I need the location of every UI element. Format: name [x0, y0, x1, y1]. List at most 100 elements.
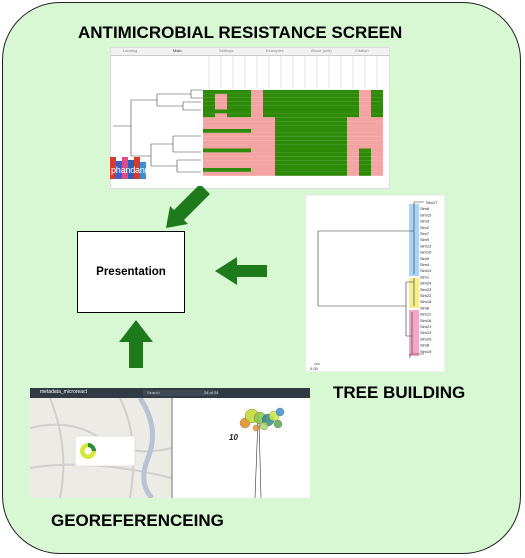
tree-tip-label: Sim13 [420, 330, 432, 335]
heatmap-cell [215, 129, 227, 133]
heatmap-cell [371, 93, 383, 98]
heatmap-cell [359, 160, 371, 165]
heatmap-cell [227, 164, 239, 168]
heatmap-cell [239, 121, 251, 126]
heatmap-cell [203, 93, 215, 98]
heatmap-cell [251, 164, 263, 168]
heatmap-cell [263, 164, 275, 168]
heatmap-cell [311, 101, 323, 106]
heatmap-cell [227, 117, 239, 122]
heatmap-cell [347, 156, 359, 161]
heatmap-cell [275, 93, 287, 98]
heatmap-cell [227, 93, 239, 98]
heatmap-cell [335, 132, 347, 137]
heatmap-cell [347, 164, 359, 168]
heatmap-cell [311, 105, 323, 110]
heatmap-cell [239, 144, 251, 149]
heatmap-cell [335, 121, 347, 126]
heatmap-cell [335, 148, 347, 153]
heatmap-cell [311, 121, 323, 126]
heatmap-cell [287, 136, 299, 141]
tree-tip-label: Sim20 [420, 336, 432, 341]
heatmap-cell [347, 113, 359, 118]
heatmap-cell [335, 101, 347, 106]
map-search-input[interactable] [143, 390, 218, 396]
heatmap-cell [371, 156, 383, 161]
heatmap-cell [227, 148, 239, 153]
heatmap-cell [203, 140, 215, 145]
tree-tip-label: Sim11 [420, 312, 432, 317]
tree-tip-node[interactable] [259, 421, 269, 431]
heatmap-cell [263, 101, 275, 106]
tree-tip-node[interactable] [273, 419, 283, 429]
heatmap-cell [323, 168, 335, 172]
heatmap-cell [203, 132, 215, 137]
heatmap-cell [251, 132, 263, 137]
heatmap-cell [287, 129, 299, 133]
heatmap-cell [335, 136, 347, 141]
heatmap-cell [239, 152, 251, 157]
heatmap-cell [287, 152, 299, 157]
heatmap-cell [323, 117, 335, 122]
heatmap-cell [299, 109, 311, 114]
heatmap-cell [263, 168, 275, 172]
heatmap-cell [239, 129, 251, 133]
heatmap-cell [359, 105, 371, 110]
heatmap-cell [299, 121, 311, 126]
heatmap-cell [287, 164, 299, 168]
heatmap-cell [239, 97, 251, 102]
heatmap-cell [227, 125, 239, 129]
tree-tip-label: Sim21 [420, 324, 432, 329]
phandango-tree-and-heatmap [113, 56, 383, 176]
heatmap-cell [311, 117, 323, 122]
heatmap-cell [227, 136, 239, 141]
heatmap-cell [347, 140, 359, 145]
heatmap-cell [347, 97, 359, 102]
tree-tip-node[interactable] [252, 424, 260, 432]
heatmap-cell [227, 121, 239, 126]
heatmap-cell [275, 152, 287, 157]
map-app-title: metadata_microreact [40, 389, 87, 395]
heatmap-cell [275, 90, 287, 94]
heatmap-cell [311, 113, 323, 118]
heatmap-cell [359, 97, 371, 102]
heatmap-cell [215, 171, 227, 176]
heatmap-cell [359, 164, 371, 168]
heatmap-cell [299, 164, 311, 168]
heatmap-cell [323, 93, 335, 98]
tree-pane [172, 398, 310, 498]
tree-tip-label: Sim3 [420, 219, 430, 224]
tree-tip-node[interactable] [275, 407, 285, 417]
heatmap-cell [359, 93, 371, 98]
heatmap-cell [359, 171, 371, 176]
heatmap-cell [239, 171, 251, 176]
heatmap-cell [215, 140, 227, 145]
tree-tip-label: Sim17 [426, 200, 438, 205]
heatmap-cell [299, 140, 311, 145]
heatmap-cell [203, 90, 215, 94]
heatmap-cell [227, 90, 239, 94]
heatmap-cell [299, 144, 311, 149]
heatmap-cell [251, 160, 263, 165]
amr-heading: ANTIMICROBIAL RESISTANCE SCREEN [78, 23, 403, 42]
heatmap-cell [239, 117, 251, 122]
heatmap-cell [203, 144, 215, 149]
heatmap-cell [263, 105, 275, 110]
heatmap-cell [203, 164, 215, 168]
heatmap-cell [371, 101, 383, 106]
heatmap-cell [287, 90, 299, 94]
heatmap-cell [359, 132, 371, 137]
heatmap-cell [299, 125, 311, 129]
heatmap-cell [275, 105, 287, 110]
heatmap-cell [215, 101, 227, 106]
heatmap-cell [359, 121, 371, 126]
heatmap-cell [347, 125, 359, 129]
heatmap-cell [371, 90, 383, 94]
heatmap-cell [263, 144, 275, 149]
heatmap-cell [347, 117, 359, 122]
heatmap-cell [335, 168, 347, 172]
heatmap-cell [263, 132, 275, 137]
heatmap-cell [251, 144, 263, 149]
tree-tip-label: Sim4 [420, 262, 430, 267]
